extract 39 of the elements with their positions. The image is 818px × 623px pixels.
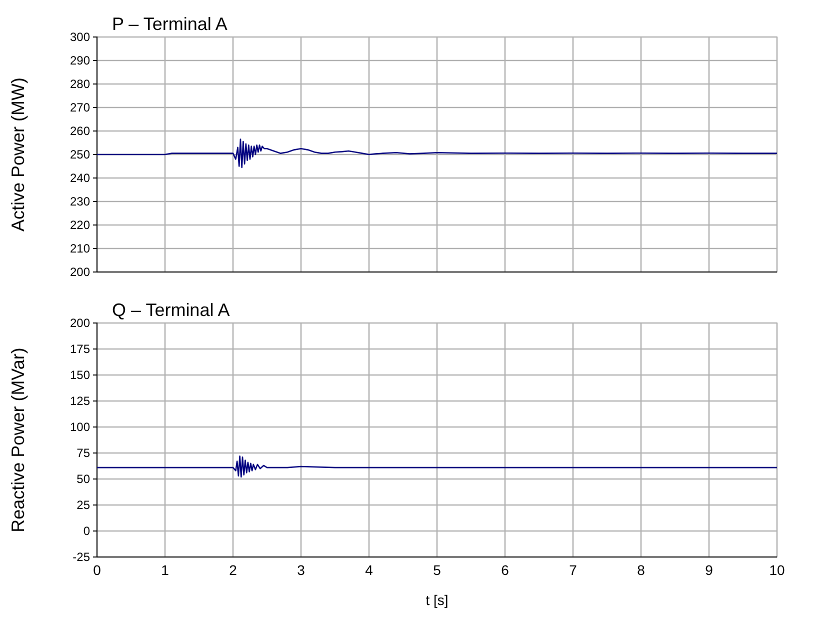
y-tick-label: 100 [70, 420, 90, 434]
x-tick-label: 7 [569, 562, 578, 578]
y-tick-label: 250 [70, 147, 90, 162]
y-tick-label: 200 [70, 316, 90, 330]
y-tick-label: 270 [70, 100, 90, 114]
y-tick-label: 300 [70, 30, 90, 44]
x-tick-label: 0 [93, 562, 102, 578]
x-tick-label: 8 [637, 562, 646, 578]
y-axis-title: Reactive Power (MVar) [8, 348, 28, 532]
y-tick-label: 290 [70, 53, 90, 68]
x-tick-label: 3 [297, 562, 306, 578]
y-tick-label: -25 [72, 550, 90, 564]
y-tick-label: 260 [70, 124, 90, 138]
y-axis-title: Active Power (MW) [8, 77, 28, 232]
x-tick-label: 5 [433, 562, 442, 578]
y-tick-label: 125 [70, 394, 90, 408]
x-tick-label: 6 [501, 562, 510, 578]
x-tick-label: 9 [705, 562, 714, 578]
y-tick-label: 0 [83, 524, 90, 538]
line-series [96, 138, 778, 168]
y-tick-label: 210 [70, 241, 90, 256]
x-tick-label: 4 [365, 562, 374, 578]
line-series [96, 455, 778, 478]
y-tick-label: 280 [70, 76, 90, 91]
y-tick-label: 200 [70, 264, 90, 279]
y-tick-label: 150 [70, 368, 90, 382]
x-tick-label: 2 [229, 562, 238, 578]
x-axis-title: t [s] [426, 592, 448, 608]
chart-title: Q – Terminal A [112, 300, 230, 320]
y-tick-label: 220 [70, 218, 90, 232]
x-tick-label: 1 [161, 562, 170, 578]
x-tick-label: 10 [769, 562, 785, 578]
y-tick-label: 240 [70, 170, 90, 185]
chart-title: P – Terminal A [112, 14, 228, 34]
y-tick-label: 50 [76, 472, 90, 486]
y-tick-label: 75 [76, 446, 90, 460]
y-tick-label: 230 [70, 194, 90, 208]
y-tick-label: 175 [70, 342, 90, 356]
y-tick-label: 25 [76, 498, 90, 512]
